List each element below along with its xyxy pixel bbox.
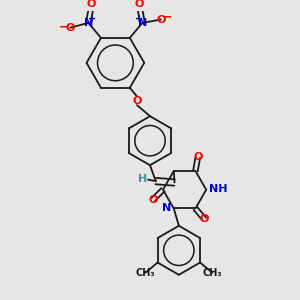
Text: H: H: [138, 174, 147, 184]
Text: CH₃: CH₃: [136, 268, 155, 278]
Text: +: +: [135, 14, 143, 24]
Text: NH: NH: [209, 184, 228, 194]
Text: O: O: [66, 23, 75, 33]
Text: N: N: [138, 18, 147, 28]
Text: N: N: [84, 18, 93, 28]
Text: −: −: [161, 10, 172, 23]
Text: O: O: [132, 96, 142, 106]
Text: O: O: [148, 194, 158, 205]
Text: CH₃: CH₃: [202, 268, 222, 278]
Text: O: O: [200, 214, 209, 224]
Text: +: +: [88, 14, 96, 24]
Text: O: O: [134, 0, 144, 9]
Text: O: O: [87, 0, 96, 9]
Text: −: −: [59, 20, 69, 33]
Text: O: O: [193, 152, 203, 162]
Text: O: O: [156, 15, 166, 25]
Text: N: N: [162, 202, 171, 213]
